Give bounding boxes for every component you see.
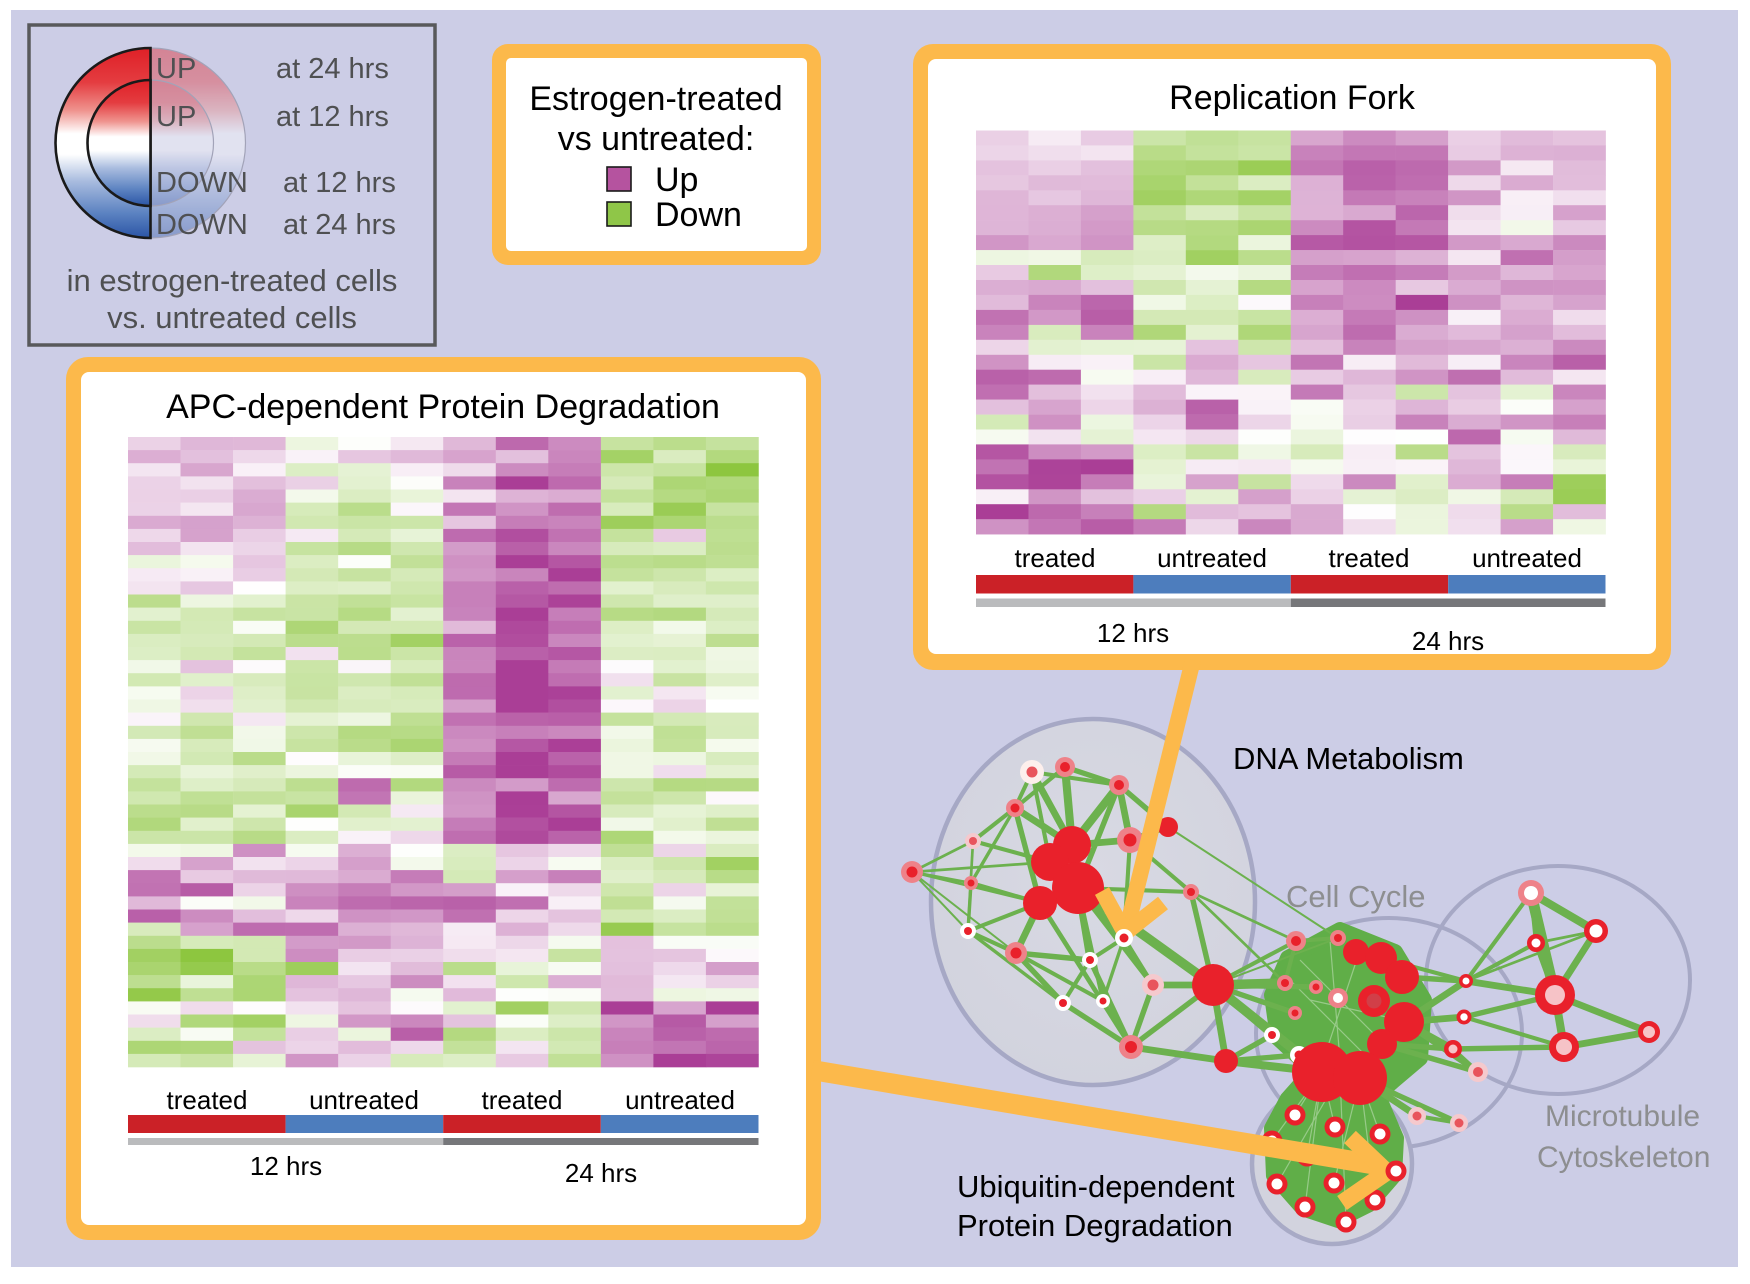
svg-text:24 hrs: 24 hrs [1412, 626, 1484, 656]
svg-text:DOWN: DOWN [156, 209, 248, 241]
svg-text:treated: treated [1015, 543, 1096, 573]
svg-text:vs untreated:: vs untreated: [558, 120, 755, 158]
svg-text:vs. untreated cells: vs. untreated cells [107, 300, 357, 335]
svg-text:Down: Down [655, 196, 742, 234]
svg-text:Protein Degradation: Protein Degradation [957, 1208, 1233, 1243]
svg-text:in estrogen-treated cells: in estrogen-treated cells [67, 263, 398, 298]
svg-text:12 hrs: 12 hrs [250, 1151, 322, 1181]
svg-text:at 12 hrs: at 12 hrs [276, 101, 389, 133]
svg-text:12 hrs: 12 hrs [1097, 618, 1169, 648]
svg-text:Microtubule: Microtubule [1545, 1100, 1700, 1133]
svg-text:DOWN: DOWN [156, 167, 248, 199]
svg-text:24 hrs: 24 hrs [565, 1158, 637, 1188]
svg-text:untreated: untreated [625, 1085, 735, 1115]
svg-text:at 24 hrs: at 24 hrs [283, 209, 396, 241]
svg-text:UP: UP [156, 101, 196, 133]
svg-text:Cell Cycle: Cell Cycle [1286, 879, 1426, 914]
svg-text:UP: UP [156, 53, 196, 85]
svg-text:Cytoskeleton: Cytoskeleton [1537, 1141, 1710, 1174]
svg-text:treated: treated [1329, 543, 1410, 573]
svg-text:untreated: untreated [309, 1085, 419, 1115]
svg-text:treated: treated [167, 1085, 248, 1115]
svg-text:at 24 hrs: at 24 hrs [276, 53, 389, 85]
svg-text:Ubiquitin-dependent: Ubiquitin-dependent [957, 1169, 1235, 1204]
svg-text:APC-dependent Protein Degradat: APC-dependent Protein Degradation [166, 388, 720, 426]
svg-text:Up: Up [655, 161, 698, 199]
svg-text:at 12 hrs: at 12 hrs [283, 167, 396, 199]
svg-text:Replication Fork: Replication Fork [1169, 79, 1416, 117]
svg-text:treated: treated [482, 1085, 563, 1115]
svg-text:untreated: untreated [1157, 543, 1267, 573]
svg-text:Estrogen-treated: Estrogen-treated [529, 80, 782, 118]
svg-text:untreated: untreated [1472, 543, 1582, 573]
svg-text:DNA Metabolism: DNA Metabolism [1233, 741, 1464, 776]
